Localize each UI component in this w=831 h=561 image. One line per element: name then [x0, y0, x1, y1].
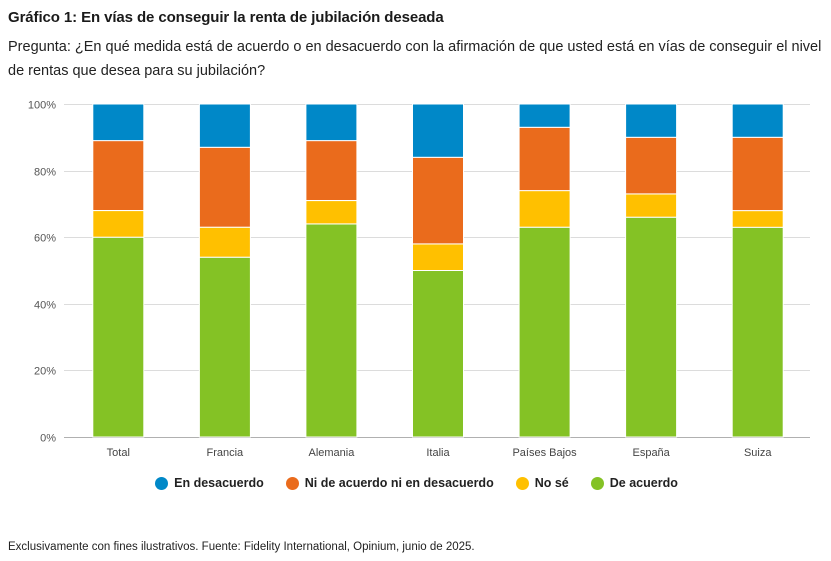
- chart-subtitle: Pregunta: ¿En qué medida está de acuerdo…: [8, 39, 822, 79]
- bar-stack: [198, 103, 251, 438]
- source-footnote: Exclusivamente con fines ilustrativos. F…: [8, 541, 475, 553]
- bar-segment: [412, 156, 464, 245]
- bar-segment: [198, 103, 251, 148]
- bar-segment: [625, 216, 678, 438]
- legend-item: En desacuerdo: [153, 476, 264, 490]
- stacked-bar-chart: 0% 20% 40% 60% 80% 100% Total Francia Alemania I…: [28, 100, 810, 459]
- bar-segment: [305, 200, 358, 225]
- bar-stack: [518, 103, 571, 438]
- y-axis-ticks: 0% 20% 40% 60% 80% 100%: [28, 100, 56, 445]
- bar-stack: [412, 103, 464, 438]
- y-tick-label: 0%: [40, 433, 56, 445]
- x-tick-label: Total: [107, 447, 130, 459]
- bar-segment: [412, 243, 464, 271]
- bar-segment: [518, 126, 571, 192]
- legend-item: Ni de acuerdo ni en desacuerdo: [284, 476, 494, 490]
- bar-segment: [731, 103, 784, 138]
- legend-item: De acuerdo: [589, 476, 678, 490]
- y-tick-label: 100%: [28, 100, 56, 112]
- y-tick-label: 80%: [34, 167, 56, 179]
- bar-stack: [625, 103, 678, 438]
- x-tick-label: España: [632, 447, 670, 459]
- bar-segment: [198, 226, 251, 258]
- bar-stack: [731, 103, 784, 438]
- chart-title: Gráfico 1: En vías de conseguir la renta…: [8, 9, 444, 26]
- bar-stack: [92, 103, 145, 438]
- bar-segment: [305, 103, 358, 142]
- bar-segment: [198, 146, 251, 228]
- legend-label: En desacuerdo: [174, 476, 264, 490]
- y-tick-label: 40%: [34, 300, 56, 312]
- x-tick-label: Países Bajos: [512, 447, 577, 459]
- y-tick-label: 20%: [34, 366, 56, 378]
- legend-marker-icon: [590, 476, 604, 490]
- x-tick-label: Francia: [207, 447, 245, 459]
- bar-segment: [731, 210, 784, 228]
- bar-stack: [305, 103, 358, 438]
- bar-segment: [518, 103, 571, 128]
- bar-segment: [412, 103, 464, 158]
- bar-segment: [198, 256, 251, 438]
- bar-segment: [92, 140, 145, 212]
- bar-segment: [412, 270, 464, 438]
- bar-segment: [625, 193, 678, 218]
- x-tick-label: Alemania: [308, 447, 355, 459]
- bar-segment: [731, 226, 784, 438]
- bar-segment: [305, 140, 358, 202]
- legend-marker-icon: [155, 476, 169, 490]
- legend-item: No sé: [514, 476, 569, 490]
- x-tick-label: Suiza: [744, 447, 772, 459]
- legend-label: De acuerdo: [609, 476, 678, 490]
- x-tick-label: Italia: [426, 447, 450, 459]
- bar-segment: [92, 103, 145, 142]
- bar-segment: [625, 136, 678, 195]
- legend-label: Ni de acuerdo ni en desacuerdo: [304, 476, 494, 490]
- bar-segment: [518, 190, 571, 228]
- bar-segment: [731, 136, 784, 212]
- x-axis-labels: Total Francia Alemania Italia Países Bajos Es…: [107, 447, 773, 459]
- bars: [92, 103, 784, 438]
- legend-label: No sé: [534, 476, 569, 490]
- bar-segment: [518, 226, 571, 438]
- legend: En desacuerdo Ni de acuerdo ni en desacue…: [0, 476, 831, 490]
- bar-segment: [305, 223, 358, 438]
- bar-segment: [92, 210, 145, 238]
- bar-segment: [625, 103, 678, 138]
- legend-marker-icon: [515, 476, 529, 490]
- y-tick-label: 60%: [34, 233, 56, 245]
- legend-marker-icon: [285, 476, 299, 490]
- bar-segment: [92, 236, 145, 438]
